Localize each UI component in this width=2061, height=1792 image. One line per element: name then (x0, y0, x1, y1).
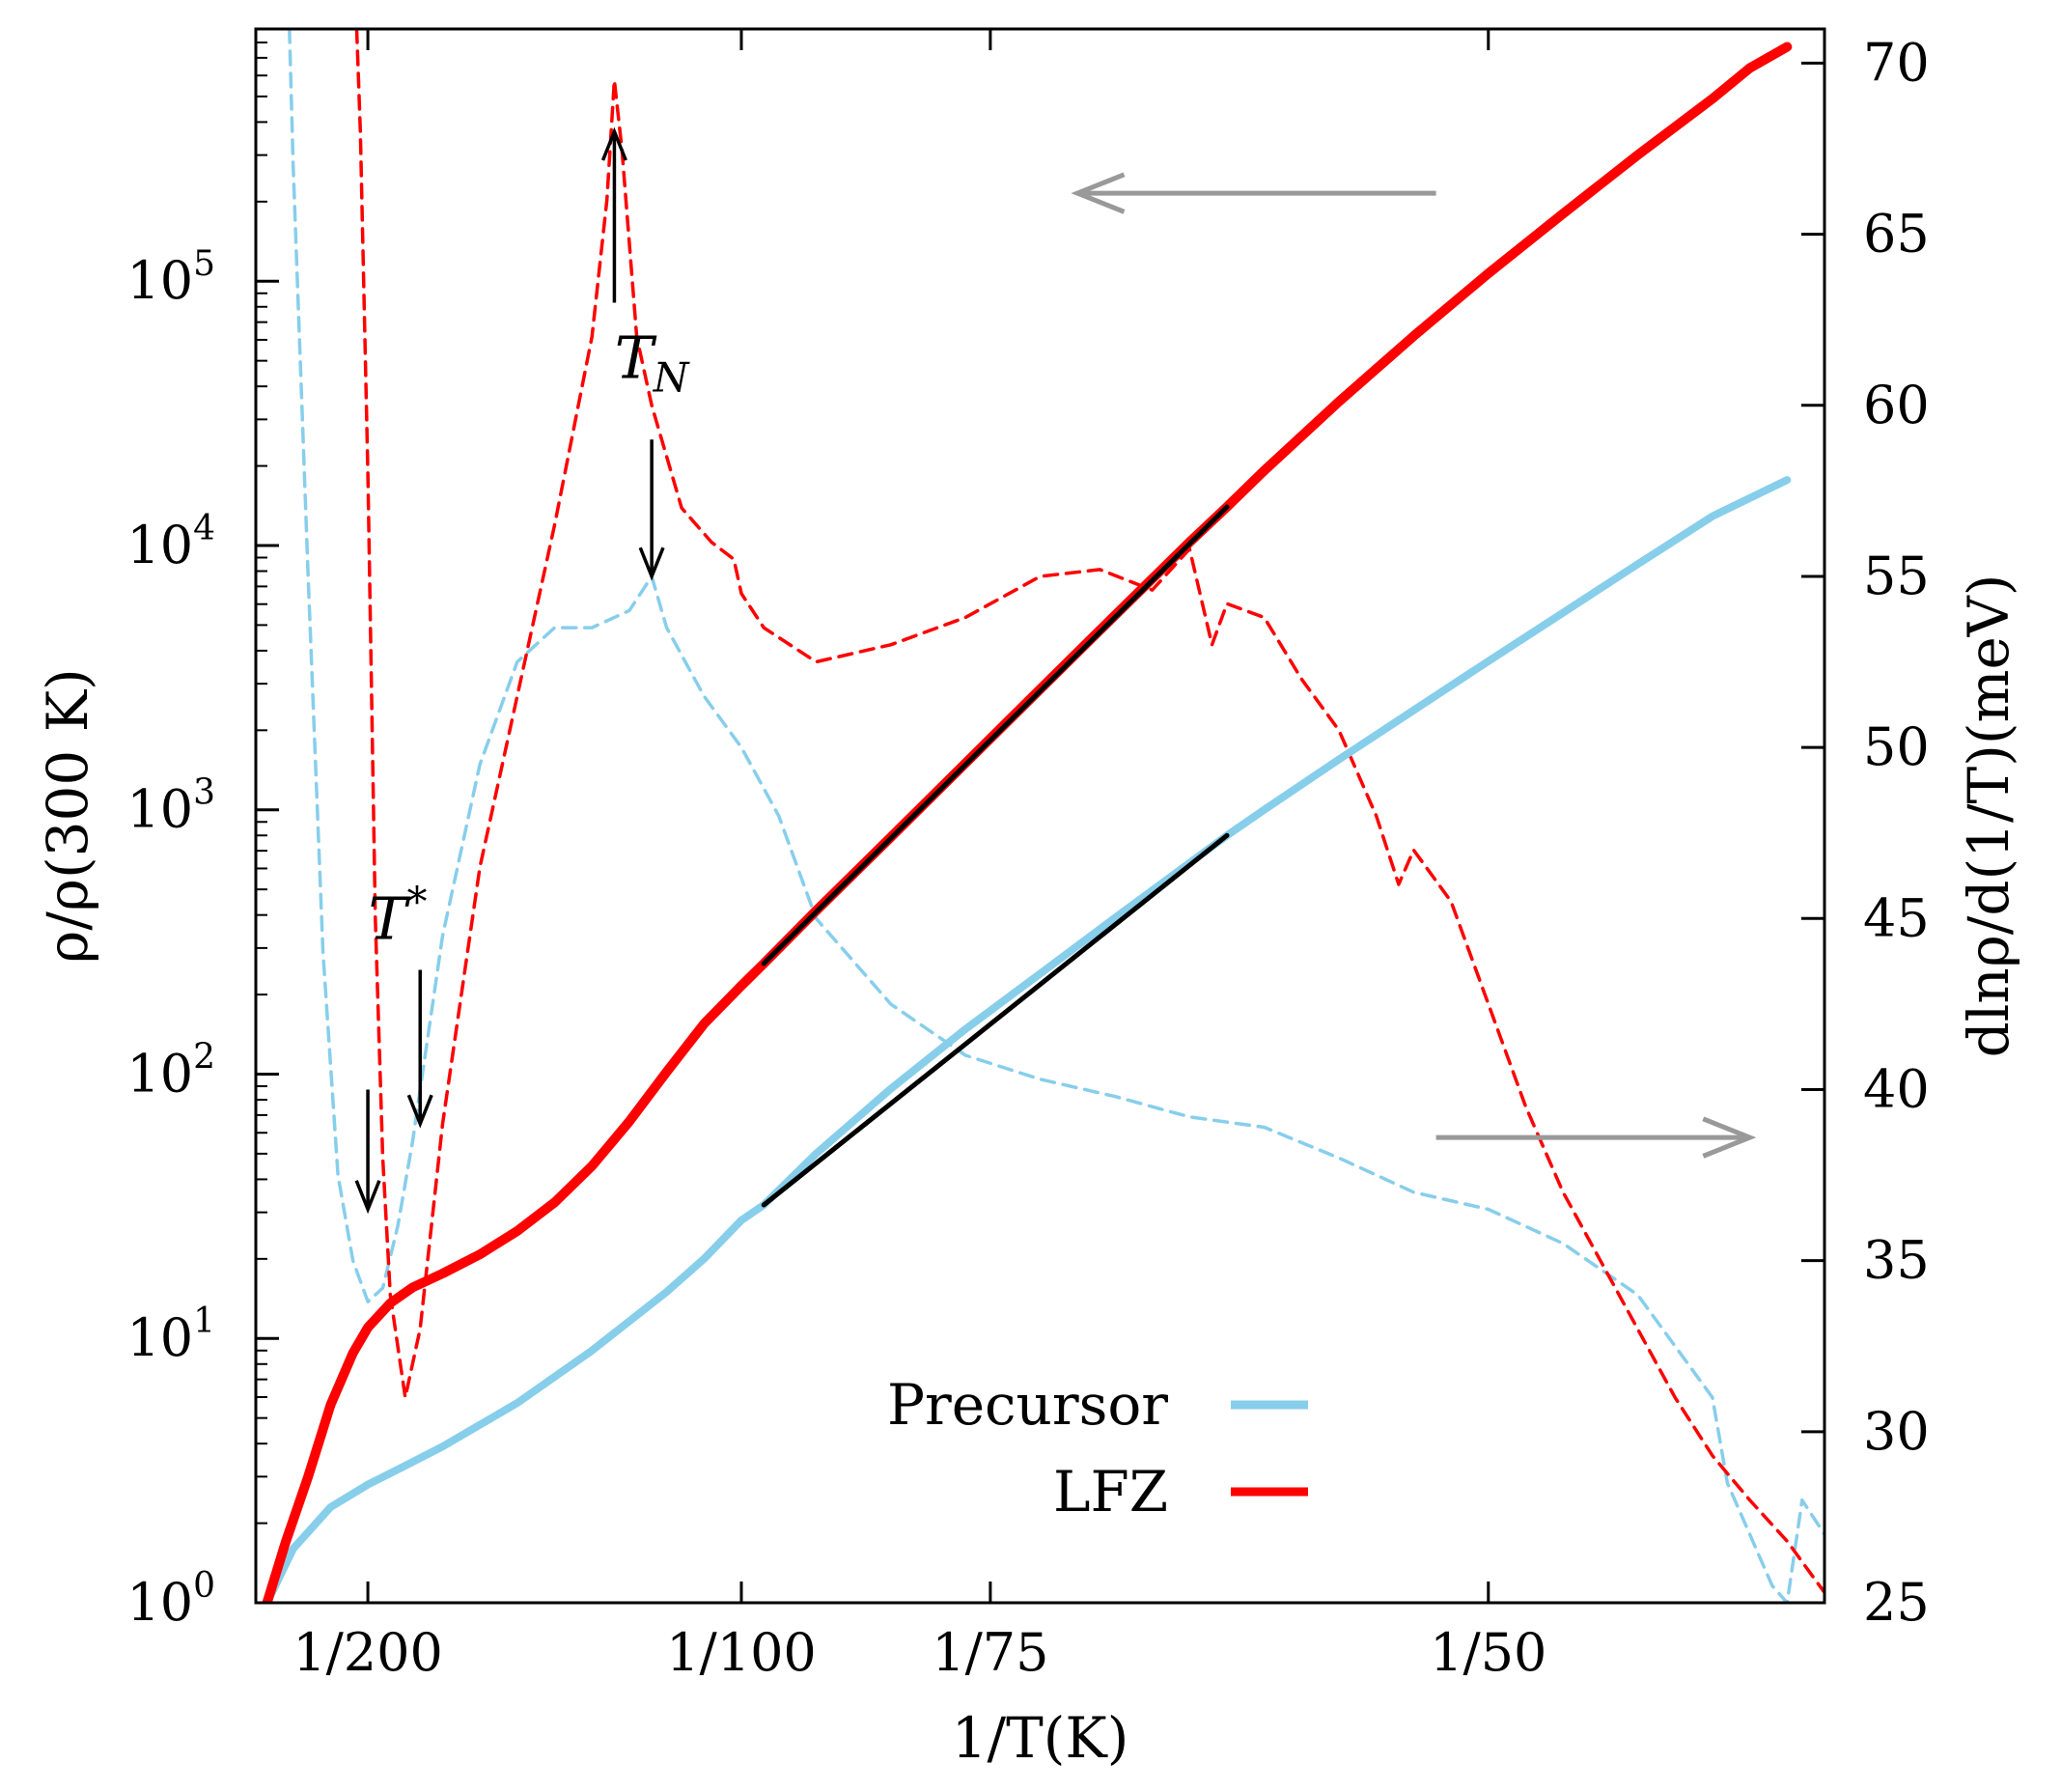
y-axis-right-title: dlnρ/d(1/T)(meV) (1956, 574, 2021, 1058)
y-right-tick-label: 45 (1863, 887, 1930, 948)
y-left-tick-label: 103 (126, 773, 215, 840)
y-right-tick-label: 55 (1863, 546, 1930, 606)
y-right-tick-label: 50 (1863, 716, 1930, 777)
x-tick-label: 1/200 (292, 1622, 443, 1683)
y-right-tick-label: 30 (1863, 1401, 1930, 1462)
legend: Precursor LFZ (887, 1372, 1308, 1525)
legend-label-precursor: Precursor (887, 1372, 1168, 1438)
series-precursor (263, 476, 1792, 1603)
marker-arrow-head (600, 126, 627, 161)
y-right-tick-label: 25 (1863, 1572, 1930, 1633)
y-axis-left-title: ρ/ρ(300 K) (35, 668, 100, 963)
plot-frame (254, 27, 1826, 1605)
y-right-tick-label: 40 (1863, 1058, 1930, 1119)
x-tick-label: 1/100 (666, 1622, 817, 1683)
legend-label-lfz: LFZ (1053, 1459, 1168, 1525)
y-right-tick-label: 65 (1863, 204, 1930, 265)
y-left-tick-label: 104 (126, 509, 215, 575)
series-lfz-derivative (354, 29, 1824, 1595)
x-axis-title: 1/T(K) (952, 1705, 1129, 1771)
y-left-tick-label: 105 (126, 244, 215, 311)
y-left-tick-label: 102 (126, 1037, 215, 1104)
y-left-tick-label: 101 (126, 1302, 215, 1368)
annotation-tn: TN (615, 324, 690, 401)
annotations: TN T* (354, 126, 1757, 1215)
y-axis-left: 100 101 102 103 104 105 (126, 28, 279, 1633)
y-left-tick-label: 100 (126, 1566, 215, 1633)
series-precursor-derivative (288, 29, 1824, 1603)
series-precursor-fit (761, 832, 1230, 1208)
series-lfz-fit (761, 504, 1230, 966)
y-axis-right: 25 30 35 40 45 50 55 60 65 70 (1801, 32, 1930, 1633)
axis-indicator-arrow-right-axis-head (1702, 1116, 1757, 1159)
annotation-tstar: T* (369, 879, 428, 954)
y-right-tick-label: 35 (1863, 1230, 1930, 1291)
x-tick-label: 1/75 (932, 1622, 1048, 1683)
plot-series (262, 29, 1824, 1603)
plot-border (254, 27, 1826, 1605)
y-right-tick-label: 60 (1863, 375, 1930, 435)
x-axis: 1/200 1/100 1/75 1/50 (292, 29, 1546, 1683)
marker-arrow-head (638, 546, 665, 581)
x-tick-label: 1/50 (1430, 1622, 1546, 1683)
marker-arrow-head (406, 1094, 433, 1129)
y-right-tick-label: 70 (1863, 32, 1930, 93)
marker-arrow-head (354, 1180, 381, 1215)
series-lfz (262, 42, 1793, 1603)
axis-indicator-arrow-left-axis-head (1071, 172, 1126, 214)
